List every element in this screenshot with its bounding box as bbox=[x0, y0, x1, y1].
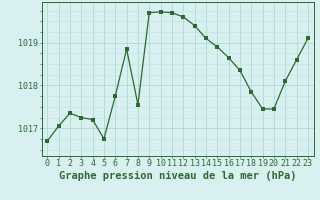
X-axis label: Graphe pression niveau de la mer (hPa): Graphe pression niveau de la mer (hPa) bbox=[59, 171, 296, 181]
